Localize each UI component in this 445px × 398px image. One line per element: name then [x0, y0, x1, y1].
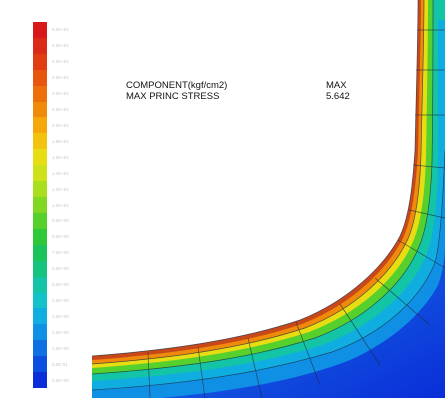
legend-tick-label: 1.2E+01 [52, 186, 69, 192]
legend-swatch [33, 372, 47, 389]
legend-swatch [33, 212, 47, 230]
legend-swatch [33, 356, 47, 373]
result-info: COMPONENT(kgf/cm2) MAX MAX PRINC STRESS … [126, 80, 350, 102]
legend-tick-label: 4.5E+01 [52, 43, 69, 49]
legend-tick-label: 1.4E+01 [52, 170, 69, 176]
legend-tick-label: 9.0E+00 [52, 218, 69, 224]
legend-tick-label: 5.0E-01 [52, 361, 68, 367]
legend-swatch [33, 53, 47, 71]
legend-swatch [33, 340, 47, 357]
legend-swatch [33, 149, 47, 166]
legend-swatch [33, 22, 47, 39]
legend-swatch [33, 69, 47, 87]
legend-swatch [33, 181, 47, 198]
legend-swatch [33, 324, 47, 341]
component-value: MAX [326, 80, 347, 91]
legend-swatch [33, 244, 47, 262]
stress-label: MAX PRINC STRESS [126, 91, 220, 102]
mesh-lines [91, 0, 445, 398]
legend-swatch [33, 260, 47, 278]
legend-tick-label: 3.0E+01 [52, 91, 69, 97]
contour-band-orange [92, 0, 445, 398]
legend-swatch [33, 228, 47, 246]
legend-tick-label: 6.0E+00 [52, 266, 69, 272]
legend-tick-label: 7.0E+00 [52, 250, 69, 256]
legend-swatch [33, 37, 47, 55]
legend-swatch [33, 197, 47, 214]
legend-tick-label: 4.0E+00 [52, 297, 69, 303]
legend-tick-label: 5.0E+00 [52, 282, 69, 288]
legend-swatch [33, 292, 47, 309]
legend-tick-label: 1.6E+01 [52, 154, 69, 160]
legend-tick-label: 4.0E+01 [52, 59, 69, 65]
legend-swatch [33, 165, 47, 182]
legend-tick-label: 3.0E+00 [52, 313, 69, 319]
stress-value: 5.642 [326, 91, 350, 102]
component-label: COMPONENT(kgf/cm2) [126, 80, 228, 91]
legend-tick-label: 3.5E+01 [52, 75, 69, 81]
legend-swatch [33, 133, 47, 150]
color-legend: 5.0E+01 4.5E+01 4.0E+01 3.5E+01 3.0E+01 2.5E+… [0, 0, 80, 398]
legend-swatch [33, 117, 47, 134]
legend-tick-label: 2.0E+00 [52, 329, 69, 335]
legend-swatch [33, 101, 47, 118]
legend-swatch [33, 308, 47, 325]
legend-tick-label: 8.0E+00 [52, 234, 69, 240]
legend-swatch [33, 85, 47, 103]
legend-tick-label: 5.0E+01 [52, 27, 69, 33]
contour-band-deepblue [160, 250, 445, 398]
legend-tick-label: 1.0E+00 [52, 345, 69, 351]
legend-tick-label: 2.0E+01 [52, 122, 69, 128]
legend-tick-label: 1.0E+01 [52, 202, 69, 208]
legend-tick-label: 1.8E+01 [52, 138, 69, 144]
legend-tick-label: 2.5E+01 [52, 107, 69, 113]
legend-tick-label: 0.0E+00 [52, 377, 69, 383]
legend-swatch [33, 276, 47, 293]
